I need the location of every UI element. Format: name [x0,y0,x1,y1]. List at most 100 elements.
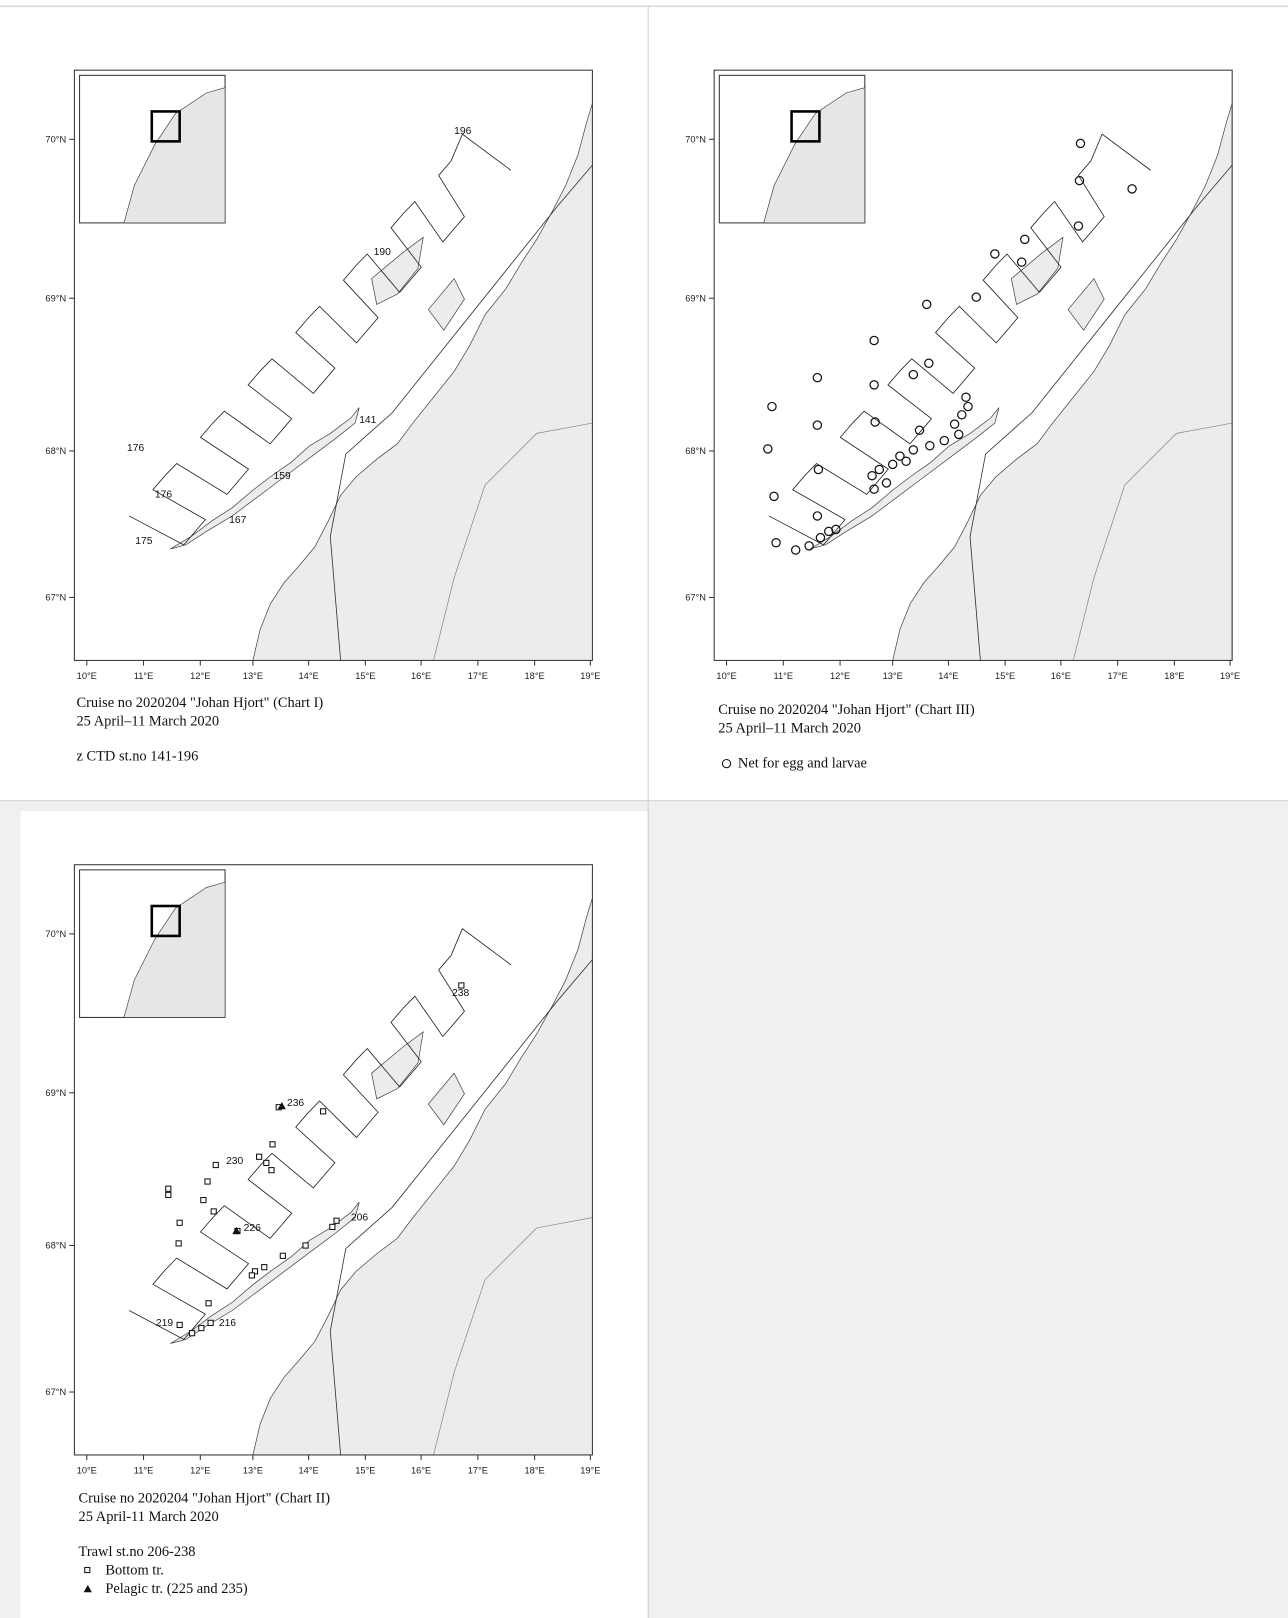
x-tick-label: 19°E [580,671,600,681]
depth-line [969,164,1233,661]
station-marker [232,1226,241,1235]
station-marker [961,392,971,403]
station-marker [869,484,879,494]
x-tick-label: 12°E [830,671,850,681]
station-marker [921,299,932,310]
station-marker [908,369,919,380]
land [892,103,1233,661]
depth-line [329,959,593,1455]
x-tick-label: 11°E [134,671,154,681]
station-marker [831,524,841,535]
station-marker [175,1240,182,1247]
land [252,103,593,661]
station-marker [176,1321,183,1329]
map-body [768,103,1233,661]
station-marker [165,1191,172,1199]
station-label: 141 [359,415,376,426]
station-marker [887,459,898,470]
y-tick-label: 68°N [45,1241,66,1251]
y-tick-label: 70°N [685,134,706,144]
station-marker [188,1330,196,1337]
legend-text: z CTD st.no 141-196 [76,749,198,765]
station-marker [268,1167,275,1174]
map-frame [73,69,593,661]
station-marker [790,545,801,555]
border-line [433,1217,593,1455]
caption: Cruise no 2020204 "Johan Hjort" (Chart I… [79,1490,331,1506]
station-marker [333,1217,340,1224]
station-marker [812,420,823,430]
station-marker [458,982,465,989]
station-label: 238 [452,988,469,999]
depth-line [329,164,593,661]
station-marker [198,1324,205,1332]
station-marker [963,401,973,412]
station-marker [813,464,824,475]
station-marker [957,410,967,420]
cruise-track [128,928,512,1340]
inset-land [123,87,226,224]
y-tick-label: 69°N [685,293,706,303]
station-marker [1016,257,1027,267]
station-marker [949,419,960,429]
station-marker [869,380,879,390]
station-marker [1074,175,1085,186]
map-frame [713,69,1233,661]
station-marker [815,532,826,543]
station-marker [329,1223,336,1231]
station-marker [895,451,905,461]
islands [809,236,1105,550]
map-panel: 10°E 11°E 12°E 13°E 14°E 15°E 16°E 17°E 18°E 19°E… [45,69,600,765]
x-tick-label: 16°E [411,671,431,681]
station-marker [277,1102,286,1110]
station-marker [212,1161,219,1169]
station-marker [812,372,823,383]
x-tick-label: 13°E [243,671,263,681]
y-tick-label: 67°N [45,593,66,603]
station-marker [279,1252,286,1259]
x-tick-label: 19°E [1220,671,1240,681]
station-marker [867,470,877,481]
station-marker [302,1242,309,1249]
station-marker [870,417,880,427]
y-tick-label: 67°N [45,1387,66,1397]
station-marker [1073,221,1084,231]
x-tick-label: 11°E [134,1466,154,1476]
station-marker [261,1264,268,1271]
station-marker [769,491,779,502]
caption: Cruise no 2020204 "Johan Hjort" (Chart I… [718,702,975,718]
inset-land [763,87,866,224]
x-tick-label: 13°E [883,671,903,681]
station-marker [210,1208,217,1215]
station-marker [990,249,1000,259]
caption: 25 April–11 March 2020 [76,713,219,729]
land [252,897,593,1455]
legend-symbol [84,1566,91,1574]
map-panel: 10°E 11°E 12°E 13°E 14°E 15°E 16°E 17°E 18°E 19°E… [45,864,600,1597]
y-tick-label: 68°N [45,446,66,456]
x-tick-label: 10°E [77,1466,97,1476]
station-label: 190 [374,247,391,258]
x-tick-label: 14°E [299,1466,319,1476]
x-tick-label: 15°E [355,1466,375,1476]
x-tick-label: 18°E [1164,671,1184,681]
station-label: 230 [226,1156,243,1167]
station-marker [874,464,885,475]
map-panel: 10°E 11°E 12°E 13°E 14°E 15°E 16°E 17°E 18°E 19°E… [685,69,1240,772]
station-label: 226 [244,1223,261,1234]
station-marker [176,1219,183,1226]
x-tick-label: 17°E [468,1466,488,1476]
x-tick-label: 12°E [190,1466,210,1476]
station-marker [165,1185,172,1192]
x-tick-label: 17°E [1108,671,1128,681]
station-label: 219 [156,1318,173,1329]
border-line [433,422,593,661]
station-label: 196 [454,126,471,137]
x-tick-label: 12°E [190,671,210,681]
islands [170,1031,465,1344]
map-body [128,103,593,661]
station-marker [256,1153,263,1160]
x-tick-label: 10°E [77,671,97,681]
station-marker [812,511,823,521]
station-marker [901,456,911,467]
